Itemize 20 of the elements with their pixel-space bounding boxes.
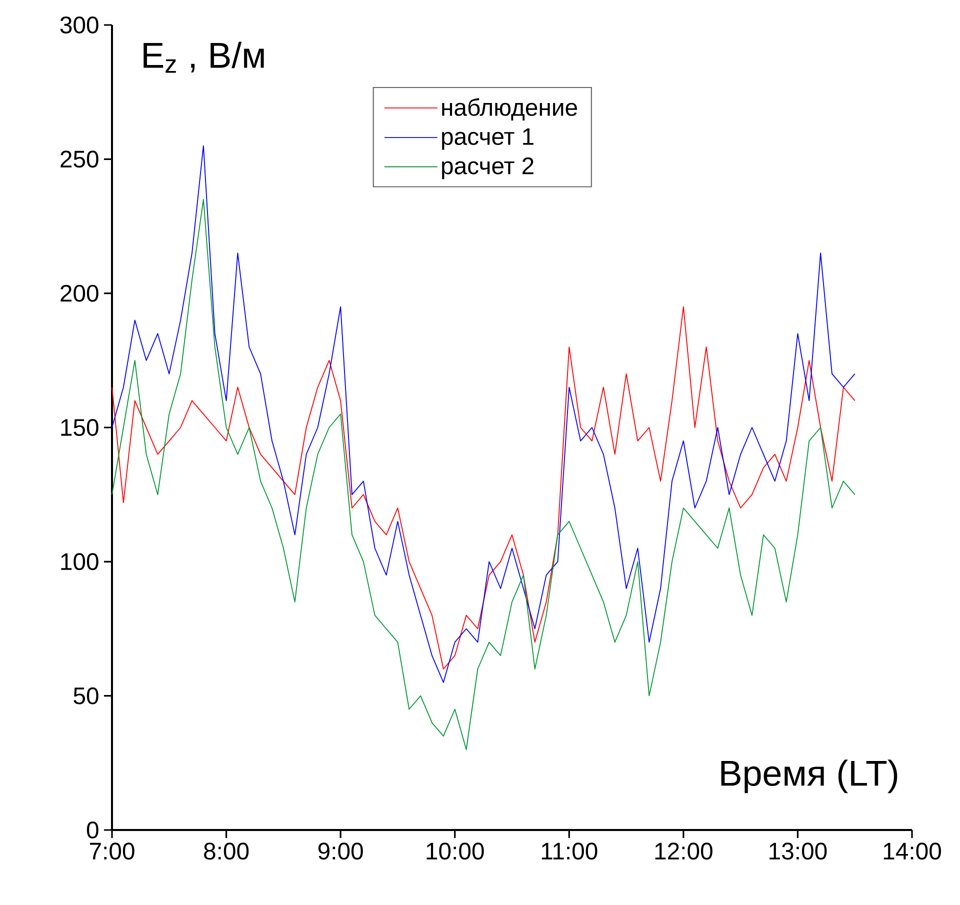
x-tick-label: 11:00 — [542, 842, 598, 860]
y-tick-label: 150 — [61, 419, 98, 436]
y-tick-label: 200 — [60, 284, 98, 302]
x-tick-label: 13:00 — [770, 842, 827, 860]
x-tick-label: 12:00 — [655, 842, 712, 860]
y-tick-label: 50 — [74, 687, 98, 704]
y-tick-label: 100 — [61, 553, 98, 570]
x-tick-label: 14:00 — [884, 842, 941, 860]
legend-label: наблюдение — [442, 98, 578, 120]
y-tick-label: 250 — [60, 150, 98, 168]
x-tick-label: 8:00 — [204, 842, 249, 860]
y-axis-title: E$_{z}$ , В/м — [144, 42, 264, 73]
y-tick-label: 0 — [86, 822, 98, 838]
y-tick-label: 300 — [60, 16, 98, 34]
legend-label: расчет 1 — [442, 128, 534, 150]
x-axis-title: Время (LT) — [721, 760, 898, 794]
x-tick-label: 7:00 — [90, 842, 134, 860]
x-tick-label: 10:00 — [426, 842, 484, 860]
legend-label: расчет 2 — [442, 157, 534, 180]
x-tick-label: 9:00 — [318, 842, 363, 860]
